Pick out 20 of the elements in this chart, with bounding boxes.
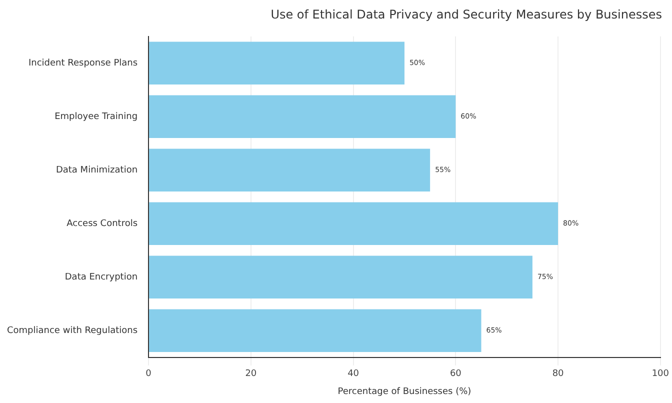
chart-title: Use of Ethical Data Privacy and Security Measures by Businesses xyxy=(270,7,662,22)
x-tick-label: 40 xyxy=(348,369,360,380)
x-tick-label: 0 xyxy=(146,369,152,380)
y-tick-label: Employee Training xyxy=(54,112,138,122)
bar xyxy=(149,202,558,246)
x-tick-label: 80 xyxy=(552,369,564,380)
bar xyxy=(149,256,532,299)
y-tick-label: Data Minimization xyxy=(56,165,138,176)
bar xyxy=(149,148,430,192)
bar xyxy=(149,95,456,138)
bar xyxy=(149,309,482,352)
bar xyxy=(149,42,404,85)
y-tick-label: Incident Response Plans xyxy=(28,58,138,68)
x-tick-label: 100 xyxy=(652,369,670,380)
x-tick-label: 20 xyxy=(245,369,257,380)
y-tick-label: Data Encryption xyxy=(64,272,138,282)
y-tick-label: Access Controls xyxy=(66,218,138,229)
x-tick-label: 60 xyxy=(450,369,462,380)
x-axis-title: Percentage of Businesses (%) xyxy=(338,386,472,397)
y-tick-label: Compliance with Regulations xyxy=(6,326,138,336)
